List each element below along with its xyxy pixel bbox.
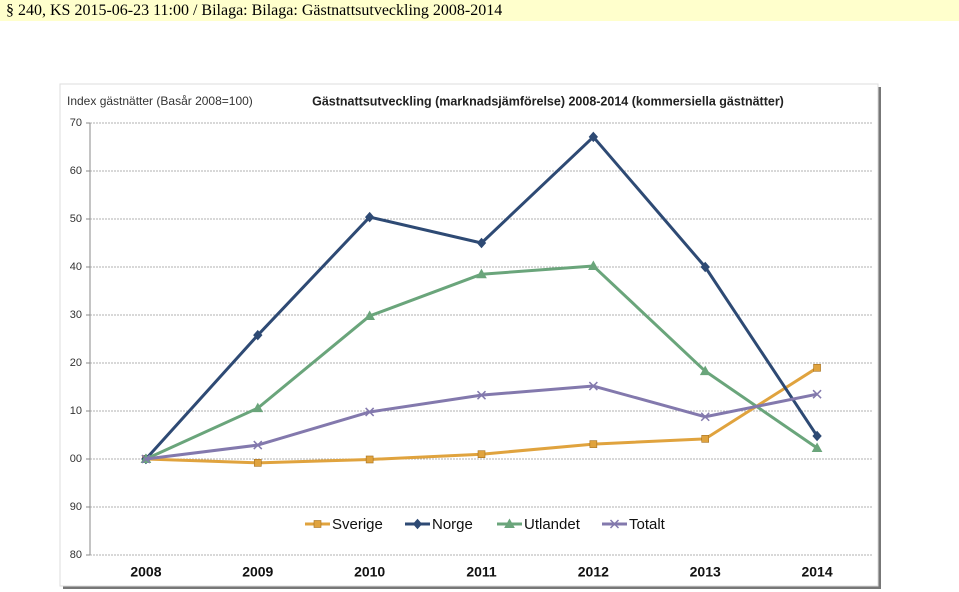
marker [141,454,151,464]
marker [253,329,263,341]
marker [700,412,710,422]
y-tick-label: 60 [70,165,82,177]
y-tick-label: 10 [70,405,82,417]
marker [253,459,262,467]
legend-label: Norge [432,516,473,533]
y-tick-label: 70 [70,117,82,129]
legend-marker [412,518,423,530]
marker [252,402,264,413]
marker [813,363,821,372]
marker [476,268,487,279]
marker [477,450,486,459]
x-tick-label: 2010 [354,564,385,580]
marker [811,442,823,452]
chart-frame [59,83,879,587]
marker [253,440,263,450]
marker [365,455,374,464]
y-tick-label: 50 [70,213,82,225]
marker [589,440,598,448]
marker [588,131,599,143]
marker [699,365,711,376]
marker [812,430,822,442]
marker [701,435,710,443]
y-tick-label: 80 [70,549,82,561]
marker [700,261,710,273]
legend-label: Utlandet [524,516,581,533]
marker [588,260,599,271]
marker [588,381,598,391]
legend-marker [609,519,620,529]
y-tick-label: 00 [70,453,82,465]
header: § 240, KS 2015-06-23 11:00 / Bilaga: Bil… [0,0,959,21]
x-tick-label: 2009 [242,564,273,580]
legend-marker [313,520,322,528]
marker [476,237,487,249]
marker [476,390,487,400]
y-axis-label: Index gästnätter (Basår 2008=100) [67,94,253,108]
y-tick-label: 40 [70,261,82,273]
legend-marker [504,518,515,528]
x-tick-label: 2012 [578,564,609,580]
x-tick-label: 2011 [466,564,497,580]
marker [365,407,375,417]
marker [812,389,822,399]
y-tick-label: 30 [70,309,82,321]
x-tick-label: 2008 [130,564,161,580]
y-tick-label: 20 [70,357,82,369]
y-tick-label: 90 [70,501,82,513]
legend-label: Sverige [332,516,383,533]
legend-label: Totalt [629,516,666,533]
x-tick-label: 2014 [801,564,832,580]
x-tick-label: 2013 [690,564,721,580]
marker [364,310,375,320]
chart-title: Gästnattsutveckling (marknadsjämförelse)… [312,94,784,108]
marker [364,211,375,223]
